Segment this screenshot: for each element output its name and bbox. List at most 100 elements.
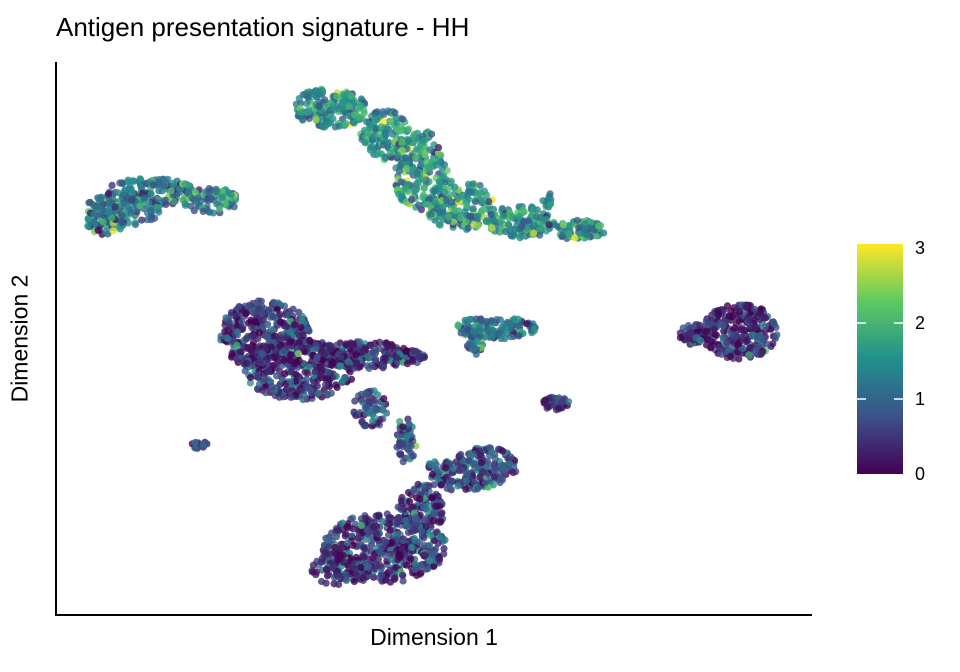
- data-point: [318, 123, 327, 131]
- data-point: [416, 495, 424, 503]
- data-point: [369, 554, 377, 562]
- data-point: [492, 465, 500, 473]
- data-point: [312, 116, 320, 124]
- data-point: [476, 326, 484, 334]
- data-point: [182, 180, 190, 188]
- data-point: [447, 177, 455, 185]
- data-point: [742, 301, 750, 310]
- data-point: [587, 218, 595, 226]
- data-point: [496, 316, 504, 324]
- data-point: [297, 109, 305, 117]
- data-point: [322, 117, 330, 125]
- data-point: [502, 228, 510, 236]
- data-point: [386, 566, 394, 575]
- data-point: [136, 202, 144, 210]
- data-point: [446, 483, 454, 491]
- data-point: [379, 108, 387, 116]
- data-point: [421, 151, 429, 159]
- data-point: [433, 466, 441, 474]
- data-point: [414, 480, 422, 488]
- data-point: [267, 326, 275, 334]
- data-point: [408, 196, 416, 204]
- data-point: [418, 528, 426, 536]
- data-point: [404, 137, 413, 145]
- data-point: [401, 184, 410, 193]
- data-point: [425, 541, 434, 550]
- data-point: [308, 568, 316, 576]
- data-point: [696, 321, 704, 329]
- data-point: [538, 222, 547, 230]
- data-point: [504, 220, 513, 228]
- data-point: [303, 99, 311, 108]
- data-point: [227, 191, 235, 199]
- data-point: [506, 320, 514, 328]
- data-point: [94, 226, 102, 234]
- data-point: [454, 482, 462, 490]
- data-point: [467, 188, 475, 196]
- data-point: [446, 459, 454, 468]
- data-point: [246, 379, 254, 387]
- data-point: [363, 526, 371, 534]
- data-point: [541, 216, 549, 224]
- data-point: [351, 565, 359, 573]
- data-point: [474, 485, 482, 493]
- data-point: [369, 417, 377, 425]
- data-point: [298, 116, 307, 124]
- data-point: [476, 473, 484, 482]
- data-point: [435, 177, 443, 186]
- data-point: [259, 323, 267, 331]
- data-point: [762, 314, 770, 322]
- data-point: [545, 221, 553, 229]
- data-point: [199, 207, 207, 215]
- data-point: [340, 558, 348, 566]
- data-point: [374, 391, 382, 399]
- data-point: [381, 131, 389, 139]
- data-point: [387, 555, 395, 564]
- data-point: [273, 372, 281, 380]
- data-point: [499, 447, 507, 455]
- data-point: [580, 220, 588, 228]
- data-point: [383, 510, 391, 518]
- data-point: [711, 330, 719, 338]
- data-point: [361, 138, 369, 146]
- data-point: [319, 356, 327, 364]
- data-point: [386, 526, 394, 534]
- data-point: [441, 464, 449, 472]
- data-point: [380, 395, 388, 403]
- data-point: [421, 516, 429, 524]
- data-point: [299, 91, 307, 99]
- data-point: [463, 477, 471, 485]
- data-point: [288, 367, 296, 376]
- data-point: [397, 505, 405, 514]
- data-point: [516, 234, 524, 242]
- data-point: [316, 362, 324, 370]
- data-point: [324, 375, 332, 383]
- data-point: [459, 457, 467, 465]
- data-point: [321, 350, 329, 358]
- data-point: [715, 320, 723, 328]
- data-point: [509, 469, 517, 477]
- data-point: [417, 563, 425, 571]
- data-point: [754, 333, 762, 341]
- data-point: [313, 354, 321, 362]
- data-point: [322, 381, 330, 389]
- data-point: [352, 359, 361, 367]
- data-point: [399, 458, 407, 466]
- data-point: [469, 327, 477, 335]
- data-point: [315, 389, 323, 397]
- data-point: [394, 151, 402, 159]
- data-point: [474, 222, 482, 230]
- data-point: [111, 203, 119, 211]
- data-point: [280, 346, 288, 354]
- data-point: [413, 170, 421, 178]
- data-point: [128, 196, 136, 204]
- data-point: [315, 102, 323, 110]
- data-point: [488, 332, 496, 340]
- data-point: [368, 143, 376, 151]
- data-point: [399, 571, 407, 579]
- data-point: [191, 444, 199, 452]
- data-point: [309, 561, 317, 569]
- data-point: [328, 564, 337, 572]
- data-point: [329, 103, 337, 111]
- data-point: [328, 529, 336, 537]
